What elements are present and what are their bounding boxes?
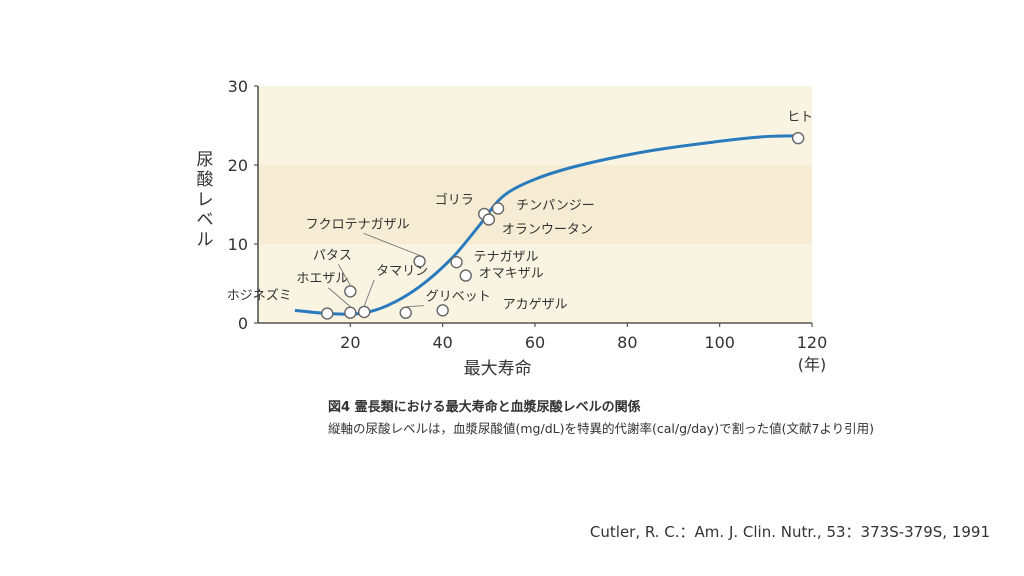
point-label: オマキザル	[479, 267, 544, 282]
x-tick-label: 60	[525, 333, 545, 352]
data-point	[413, 255, 426, 268]
x-tick-label: 20	[340, 333, 360, 352]
data-point	[791, 131, 805, 145]
label-leader	[363, 232, 420, 256]
x-axis-label: 最大寿命	[464, 359, 532, 379]
axes: 0 10 20 30 20 40 60 80 100 120 (年) 最大寿命 尿酸レベル	[197, 77, 828, 379]
figure-caption-note: 縦軸の尿酸レベルは，血漿尿酸値(mg/dL)を特異的代謝率(cal/g/day)…	[328, 421, 875, 436]
label-leader	[337, 264, 351, 286]
label-leader	[405, 305, 424, 308]
y-tick-label: 20	[228, 156, 248, 175]
point-label: アカゲザル	[503, 297, 568, 312]
data-point	[482, 213, 496, 226]
point-label: パタス	[313, 248, 352, 263]
point-label: ヒト	[787, 110, 813, 125]
point-label: フクロテナガザル	[306, 217, 410, 232]
data-point	[491, 202, 505, 215]
point-label: テナガザル	[474, 250, 539, 265]
point-label: ホエザル	[296, 272, 348, 287]
y-tick-label: 0	[238, 314, 248, 333]
point-label: チンパンジー	[516, 198, 595, 213]
point-label: ホジネズミ	[227, 288, 292, 304]
data-point	[436, 304, 449, 317]
data-point	[399, 306, 412, 319]
y-tick-label: 30	[228, 77, 248, 96]
data-point	[321, 307, 334, 320]
data-point	[344, 285, 357, 298]
y-axis-label-char: レ	[197, 190, 214, 210]
uric-acid-lifespan-chart: 0 10 20 30 20 40 60 80 100 120 (年) 最大寿命 尿酸レベル ホジネズミホ…	[197, 77, 828, 379]
labels-group: ホジネズミホエザルパタスタマリンフクロテナガザルグリベットアカゲザルテナガザルオ…	[227, 110, 813, 312]
x-axis-unit: (年)	[798, 355, 827, 374]
label-leader	[363, 279, 375, 307]
data-point	[357, 305, 371, 319]
y-axis-label-char: 酸	[197, 170, 214, 190]
x-tick-label: 80	[617, 333, 637, 352]
y-axis-label-char: 尿	[197, 150, 214, 170]
data-point	[459, 269, 472, 282]
y-axis-label-char: ル	[197, 230, 214, 250]
x-tick-label: 100	[704, 333, 735, 352]
figure-caption-title: 図4 霊長類における最大寿命と血漿尿酸レベルの関係	[328, 400, 641, 415]
x-tick-label: 40	[432, 333, 452, 352]
point-label: オランウータン	[502, 223, 593, 238]
y-tick-label: 10	[228, 235, 248, 254]
y-axis-label-char: ベ	[197, 210, 214, 230]
label-leader	[328, 287, 351, 308]
point-label: タマリン	[376, 264, 428, 279]
x-tick-label: 120	[797, 333, 828, 352]
data-point	[344, 306, 357, 319]
point-label: ゴリラ	[435, 192, 474, 208]
points-group	[321, 131, 805, 320]
citation: Cutler, R. C.：Am. J. Clin. Nutr., 53：373…	[589, 523, 990, 541]
background-band	[258, 86, 812, 165]
data-point	[450, 255, 463, 269]
point-label: グリベット	[426, 290, 491, 305]
